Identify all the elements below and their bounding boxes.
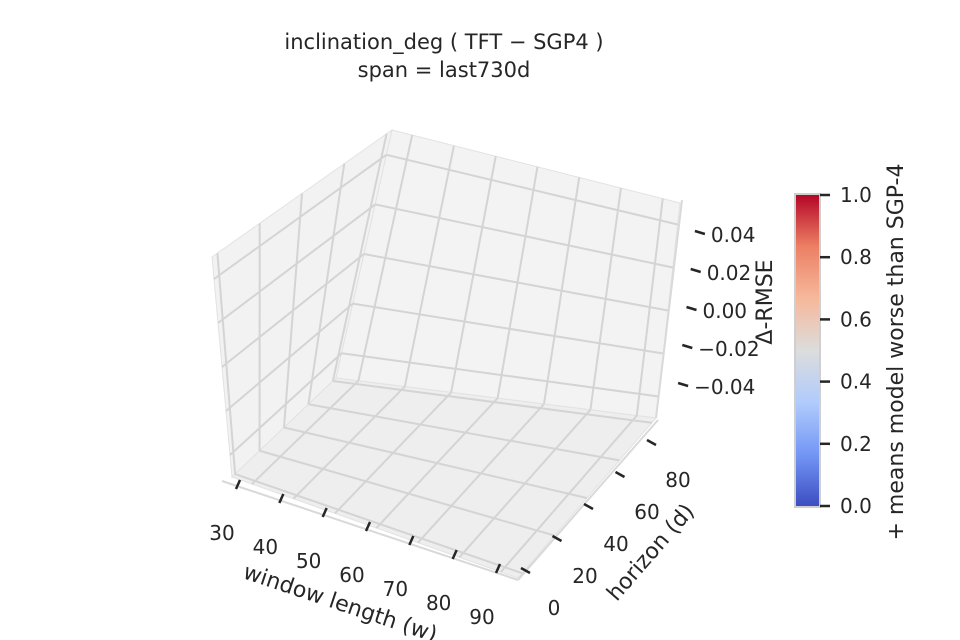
z-tick-label: −0.04 bbox=[694, 375, 755, 399]
y-tick-mark bbox=[520, 566, 531, 575]
x-tick-label: 70 bbox=[383, 577, 408, 601]
x-tick-mark bbox=[408, 535, 415, 546]
colorbar-ticks: 0.0 0.2 0.4 0.6 0.8 1.0 bbox=[820, 183, 872, 518]
colorbar-tick-label: 0.6 bbox=[840, 307, 872, 331]
colorbar-gradient bbox=[794, 193, 821, 508]
x-tick-label: 30 bbox=[209, 521, 234, 545]
x-axis-line bbox=[221, 480, 519, 581]
y-axis-line bbox=[517, 419, 659, 581]
chart-subtitle: span = last730d bbox=[358, 58, 531, 82]
x-tick-mark bbox=[451, 549, 458, 560]
z-tick-mark bbox=[681, 343, 693, 350]
colorbar-label: + means model worse than SGP-4 bbox=[884, 164, 909, 541]
z-tick-mark bbox=[686, 305, 697, 312]
y-tick-mark bbox=[614, 470, 626, 479]
z-tick-label: 0.04 bbox=[711, 223, 756, 247]
z-tick-label: 0.00 bbox=[703, 299, 748, 323]
grid-z-left bbox=[229, 352, 343, 456]
z-axis-label: Δ-RMSE bbox=[753, 259, 778, 344]
colorbar-tick-label: 0.2 bbox=[840, 432, 872, 456]
y-tick-label: 20 bbox=[572, 564, 597, 588]
grid-z-back bbox=[363, 253, 669, 312]
grid-z-back bbox=[374, 203, 674, 269]
y-tick-mark bbox=[646, 438, 657, 447]
axis-edges bbox=[221, 199, 683, 581]
z-axis-line bbox=[655, 199, 683, 419]
x-tick-mark bbox=[234, 479, 242, 490]
z-tick-mark bbox=[694, 229, 706, 236]
y-tick-label: 60 bbox=[634, 500, 659, 524]
grid-y-floor bbox=[259, 449, 555, 537]
z-ticks: −0.04 −0.02 0.00 0.02 0.04 bbox=[677, 223, 760, 399]
x-tick-label: 50 bbox=[296, 549, 321, 573]
colorbar-tick-label: 0.4 bbox=[840, 370, 872, 394]
x-tick-label: 40 bbox=[253, 535, 278, 559]
grid-y-floor bbox=[308, 403, 620, 462]
x-tick-mark bbox=[321, 507, 328, 518]
z-tick-label: −0.02 bbox=[698, 337, 759, 361]
pane-back bbox=[335, 129, 681, 419]
x-tick-mark bbox=[494, 563, 502, 574]
grid-z-back bbox=[341, 352, 659, 398]
z-tick-label: 0.02 bbox=[707, 261, 752, 285]
axes-3d bbox=[211, 128, 683, 581]
z-tick-mark bbox=[677, 381, 689, 388]
grid-y-floor bbox=[332, 379, 652, 424]
grid-z-left bbox=[217, 203, 376, 324]
grid-z-back bbox=[352, 302, 664, 355]
x-tick-label: 60 bbox=[339, 563, 364, 587]
colorbar-tick-label: 1.0 bbox=[840, 183, 872, 207]
y-tick-label: 80 bbox=[665, 468, 690, 492]
grid-y-floor bbox=[234, 473, 523, 575]
colorbar-tick-label: 0.8 bbox=[840, 245, 872, 269]
grid-z-left bbox=[225, 302, 354, 412]
chart-title: inclination_deg ( TFT − SGP4 ) bbox=[284, 30, 603, 55]
y-tick-label: 40 bbox=[603, 532, 628, 556]
grid-z-back bbox=[386, 153, 678, 226]
y-tick-mark bbox=[551, 534, 563, 543]
colorbar: 0.0 0.2 0.4 0.6 0.8 1.0 + means model worse t… bbox=[794, 164, 909, 541]
x-tick-label: 80 bbox=[426, 591, 451, 615]
x-tick-mark bbox=[364, 521, 372, 532]
grid-z-left bbox=[213, 153, 387, 280]
y-tick-label: 0 bbox=[548, 596, 561, 620]
x-ticks: 30 40 50 60 70 80 90 bbox=[209, 479, 502, 629]
y-tick-mark bbox=[583, 502, 594, 511]
z-tick-mark bbox=[690, 267, 702, 274]
colorbar-tick-label: 0.0 bbox=[840, 494, 872, 518]
x-tick-mark bbox=[278, 493, 285, 504]
grid-z-left bbox=[221, 253, 365, 368]
grid-lines bbox=[213, 133, 678, 575]
grid-y-floor bbox=[283, 426, 588, 499]
x-tick-label: 90 bbox=[469, 605, 494, 629]
